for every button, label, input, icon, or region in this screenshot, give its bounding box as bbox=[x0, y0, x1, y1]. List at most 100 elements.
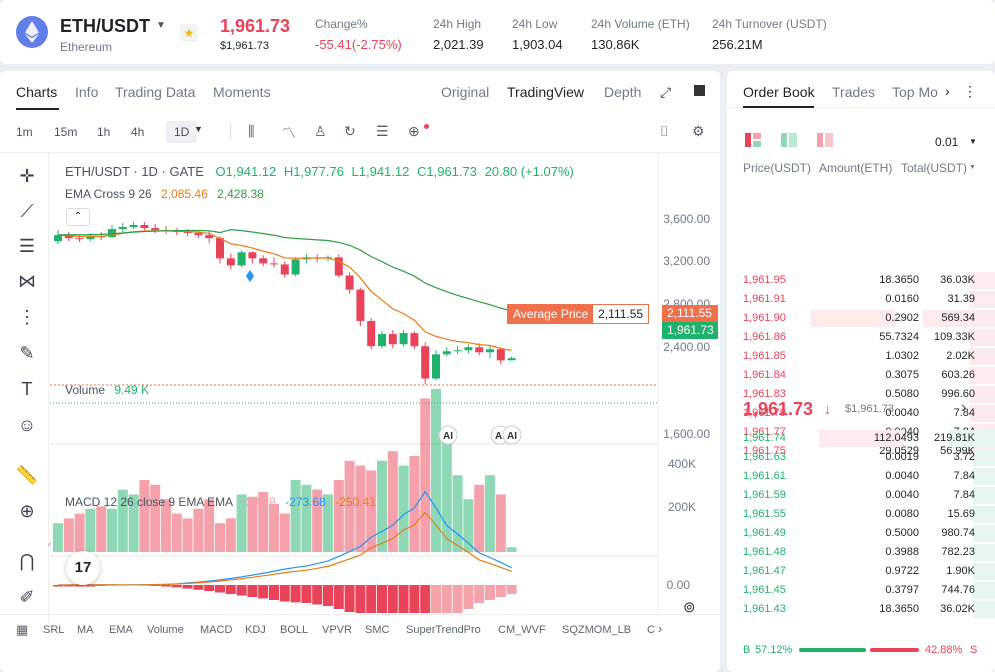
expand-icon[interactable]: ⤢ bbox=[660, 84, 672, 100]
tab-moments[interactable]: Moments bbox=[213, 84, 271, 100]
fib-icon[interactable]: ⋮ bbox=[18, 307, 36, 327]
interval-4h[interactable]: 4h bbox=[131, 125, 145, 139]
pair-title[interactable]: ETH/USDT bbox=[60, 16, 150, 36]
orderbook-tab-order-book[interactable]: Order Book bbox=[743, 84, 815, 100]
chart-panel: Charts Info Trading Data Moments Original Tr… bbox=[0, 71, 720, 672]
indicator-cm_wvf[interactable]: CM_WVF bbox=[498, 624, 546, 636]
volume-bar bbox=[236, 494, 247, 552]
volume-bar bbox=[355, 465, 366, 552]
bid-row[interactable]: 1,961.59 0.0040 7.84 bbox=[727, 486, 995, 505]
bid-row[interactable]: 1,961.49 0.5000 980.74 bbox=[727, 524, 995, 543]
ask-row[interactable]: 1,961.95 18.3650 36.03K bbox=[727, 271, 995, 290]
orderbook-tab-trades[interactable]: Trades bbox=[832, 84, 876, 100]
alert-icon[interactable]: ♙ bbox=[314, 123, 327, 139]
candle-type-icon[interactable]: ⫼ bbox=[248, 123, 255, 139]
horizontal-lines-icon[interactable]: ☰ bbox=[18, 236, 36, 256]
bid-row[interactable]: 1,961.61 0.0040 7.84 bbox=[727, 467, 995, 486]
candle bbox=[64, 235, 73, 239]
tab-trading-data[interactable]: Trading Data bbox=[115, 84, 196, 100]
add-icon[interactable]: ⊕ bbox=[408, 123, 420, 139]
collapse-legend-icon[interactable]: ⌃ bbox=[66, 208, 90, 226]
indicator-kdj[interactable]: KDJ bbox=[245, 624, 266, 636]
bid-row[interactable]: 1,961.63 0.0019 3.72 bbox=[727, 448, 995, 467]
view-both-icon[interactable] bbox=[745, 133, 761, 147]
replay-icon[interactable]: ↻ bbox=[344, 123, 356, 139]
interval-1D[interactable]: 1D bbox=[166, 121, 198, 143]
calendar-icon[interactable]: ▦ bbox=[16, 622, 29, 637]
chevron-down-icon[interactable]: ▼ bbox=[156, 20, 166, 31]
tab-info[interactable]: Info bbox=[75, 84, 99, 100]
zoom-in-icon[interactable]: ⊕ bbox=[19, 501, 35, 521]
view-bids-icon[interactable] bbox=[781, 133, 797, 147]
total-sort-icon[interactable]: ▼ bbox=[969, 164, 976, 171]
indicator-volume[interactable]: Volume bbox=[147, 624, 184, 636]
buy-ratio-bar bbox=[799, 648, 866, 652]
indicator-supertrendpro[interactable]: SuperTrendPro bbox=[406, 624, 481, 636]
view-depth[interactable]: Depth bbox=[604, 84, 642, 100]
scroll-right-icon[interactable]: › bbox=[658, 621, 663, 636]
ask-row[interactable]: 1,961.85 1.0302 2.02K bbox=[727, 347, 995, 366]
interval-1m[interactable]: 1m bbox=[16, 125, 33, 139]
candle bbox=[388, 334, 397, 345]
bid-row[interactable]: 1,961.55 0.0080 15.69 bbox=[727, 505, 995, 524]
trend-line-icon[interactable]: ⟋ bbox=[20, 201, 34, 221]
indicator-smc[interactable]: SMC bbox=[365, 624, 390, 636]
indicator-srl[interactable]: SRL bbox=[43, 624, 65, 636]
settings-gear-icon[interactable]: ⚙ bbox=[692, 123, 705, 139]
tab-charts[interactable]: Charts bbox=[16, 84, 58, 100]
bid-row[interactable]: 1,961.43 18.3650 36.02K bbox=[727, 600, 995, 619]
precision-chevron-icon[interactable]: ▼ bbox=[969, 137, 977, 146]
order-price: 1,961.79 bbox=[743, 407, 786, 419]
crosshair-icon[interactable]: ✛ bbox=[19, 166, 35, 186]
interval-1h[interactable]: 1h bbox=[97, 125, 111, 139]
ask-row[interactable]: 1,961.84 0.3075 603.26 bbox=[727, 366, 995, 385]
bid-row[interactable]: 1,961.47 0.9722 1.90K bbox=[727, 562, 995, 581]
time-axis-settings-icon[interactable]: ⊚ bbox=[683, 599, 696, 616]
bid-row[interactable]: 1,961.48 0.3988 782.23 bbox=[727, 543, 995, 562]
more-chevron-icon[interactable]: › bbox=[961, 399, 967, 416]
candle bbox=[280, 264, 289, 275]
order-amount: 18.3650 bbox=[879, 603, 919, 615]
ask-row[interactable]: 1,961.86 55.7324 109.33K bbox=[727, 328, 995, 347]
view-original[interactable]: Original bbox=[441, 84, 490, 100]
indicators-icon[interactable]: 〽 bbox=[282, 125, 296, 141]
candle bbox=[226, 258, 235, 266]
tradingview-logo[interactable]: 17 bbox=[66, 551, 100, 585]
camera-icon[interactable]: ⌷ bbox=[660, 123, 669, 139]
indicator-sqzmom_lb[interactable]: SQZMOM_LB bbox=[562, 624, 632, 636]
bid-row[interactable]: 1,961.74 112.0493 219.81K bbox=[727, 429, 995, 448]
emoji-icon[interactable]: ☺ bbox=[17, 415, 37, 435]
ask-row[interactable]: 1,961.75 29.0529 56.99K bbox=[727, 442, 995, 461]
ask-row[interactable]: 1,961.83 0.5080 996.60 bbox=[727, 385, 995, 404]
view-asks-icon[interactable] bbox=[817, 133, 833, 147]
more-icon[interactable]: ⋮ bbox=[963, 83, 977, 99]
indicator-vpvr[interactable]: VPVR bbox=[322, 624, 352, 636]
chevron-right-icon[interactable]: › bbox=[945, 83, 950, 99]
ask-row[interactable]: 1,961.79 0.0040 7.84 bbox=[727, 404, 995, 423]
price-chart[interactable]: 3,600.003,200.002,800.002,400.001,600.00… bbox=[50, 153, 720, 613]
indicator-macd[interactable]: MACD bbox=[200, 624, 233, 636]
ruler-icon[interactable]: 📏 bbox=[15, 465, 39, 485]
interval-15m[interactable]: 15m bbox=[54, 125, 78, 139]
collapse-sidebar-icon[interactable]: ‹ bbox=[48, 539, 52, 550]
depth-bar bbox=[973, 544, 995, 561]
precision-select[interactable]: 0.01 bbox=[935, 135, 959, 149]
text-tool-icon[interactable]: T bbox=[21, 379, 33, 399]
lock-drawing-icon[interactable]: ✐ bbox=[19, 587, 35, 607]
indicator-ema[interactable]: EMA bbox=[109, 624, 133, 636]
indicator-boll[interactable]: BOLL bbox=[280, 624, 309, 636]
brush-icon[interactable]: ✎ bbox=[19, 343, 35, 363]
ask-row[interactable]: 1,961.91 0.0160 31.39 bbox=[727, 290, 995, 309]
magnet-icon[interactable]: ⋂ bbox=[19, 551, 35, 571]
interval-dropdown-icon[interactable]: ▼ bbox=[194, 124, 203, 134]
indicator-c[interactable]: C bbox=[647, 624, 655, 636]
orderbook-tab-top-mo[interactable]: Top Mo bbox=[892, 84, 938, 100]
templates-icon[interactable]: ☰ bbox=[376, 123, 389, 139]
view-tradingview[interactable]: TradingView bbox=[507, 84, 585, 100]
favorite-star-icon[interactable]: ★ bbox=[180, 24, 198, 42]
fullscreen-icon[interactable] bbox=[694, 85, 705, 96]
indicator-ma[interactable]: MA bbox=[77, 624, 94, 636]
ask-row[interactable]: 1,961.90 0.2902 569.34 bbox=[727, 309, 995, 328]
pattern-icon[interactable]: ⋈ bbox=[18, 271, 36, 291]
bid-row[interactable]: 1,961.45 0.3797 744.76 bbox=[727, 581, 995, 600]
